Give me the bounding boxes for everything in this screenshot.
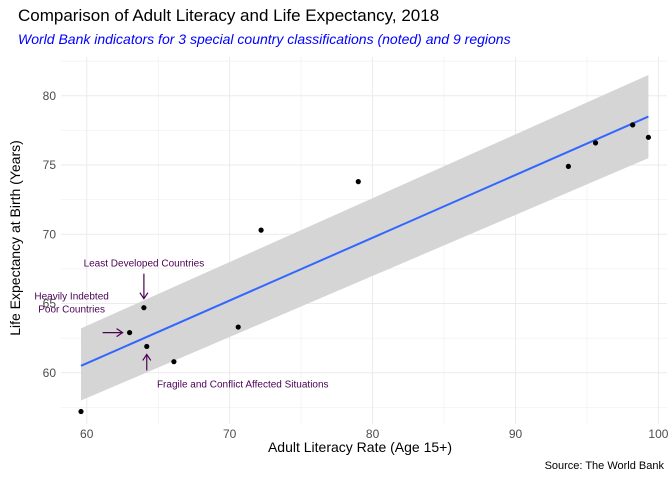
x-axis-title: Adult Literacy Rate (Age 15+) <box>268 439 452 455</box>
x-tick-label: 70 <box>223 427 237 441</box>
annotation-arrowhead <box>116 328 124 338</box>
data-point <box>127 329 133 336</box>
annotation-line: Fragile and Conflict Affected Situations <box>157 379 329 390</box>
tick-labels-layer: 60 70 80 90 100 60 65 70 75 80 <box>43 89 669 441</box>
annotation-label: Fragile and Conflict Affected Situations <box>157 379 329 390</box>
annotation-label: Least Developed Countries <box>84 259 205 270</box>
y-tick-label: 80 <box>43 89 57 103</box>
y-tick-label: 70 <box>43 227 57 241</box>
x-tick-label: 100 <box>648 427 668 441</box>
x-tick-label: 80 <box>366 427 380 441</box>
data-point <box>258 227 264 233</box>
data-points-layer <box>78 122 652 415</box>
data-point <box>144 343 150 350</box>
annotations-layer: Least Developed Countries Heavily Indebte… <box>34 259 328 391</box>
data-point <box>645 134 652 140</box>
trend-line-layer <box>80 115 649 367</box>
annotation-line: Poor Countries <box>38 305 105 316</box>
y-tick-label: 60 <box>43 366 57 380</box>
data-point <box>141 305 147 311</box>
data-point <box>235 324 241 330</box>
chart-subtitle: World Bank indicators for 3 special coun… <box>18 31 511 47</box>
annotation-line: Heavily Indebted <box>34 292 109 303</box>
x-tick-label: 90 <box>509 427 523 441</box>
annotation-line: Least Developed Countries <box>84 259 205 270</box>
y-axis-title: Life Expectancy at Birth (Years) <box>7 140 23 336</box>
trend-line <box>80 115 649 367</box>
y-tick-label: 65 <box>43 297 57 311</box>
data-point <box>592 140 599 146</box>
annotation-arrowhead <box>142 353 152 361</box>
chart-caption: Source: The World Bank <box>544 460 664 472</box>
annotation-label: Heavily Indebted Poor Countries <box>34 292 109 316</box>
confidence-band <box>81 75 649 401</box>
y-tick-label: 75 <box>43 158 57 172</box>
data-point <box>630 122 636 128</box>
data-point <box>565 163 571 170</box>
data-point <box>171 359 177 365</box>
x-tick-label: 60 <box>80 427 94 441</box>
data-point <box>355 179 361 185</box>
confidence-band-layer <box>81 75 649 401</box>
chart-title: Comparison of Adult Literacy and Life Ex… <box>18 6 440 25</box>
data-point <box>78 408 84 415</box>
annotation-arrowhead <box>139 292 149 300</box>
